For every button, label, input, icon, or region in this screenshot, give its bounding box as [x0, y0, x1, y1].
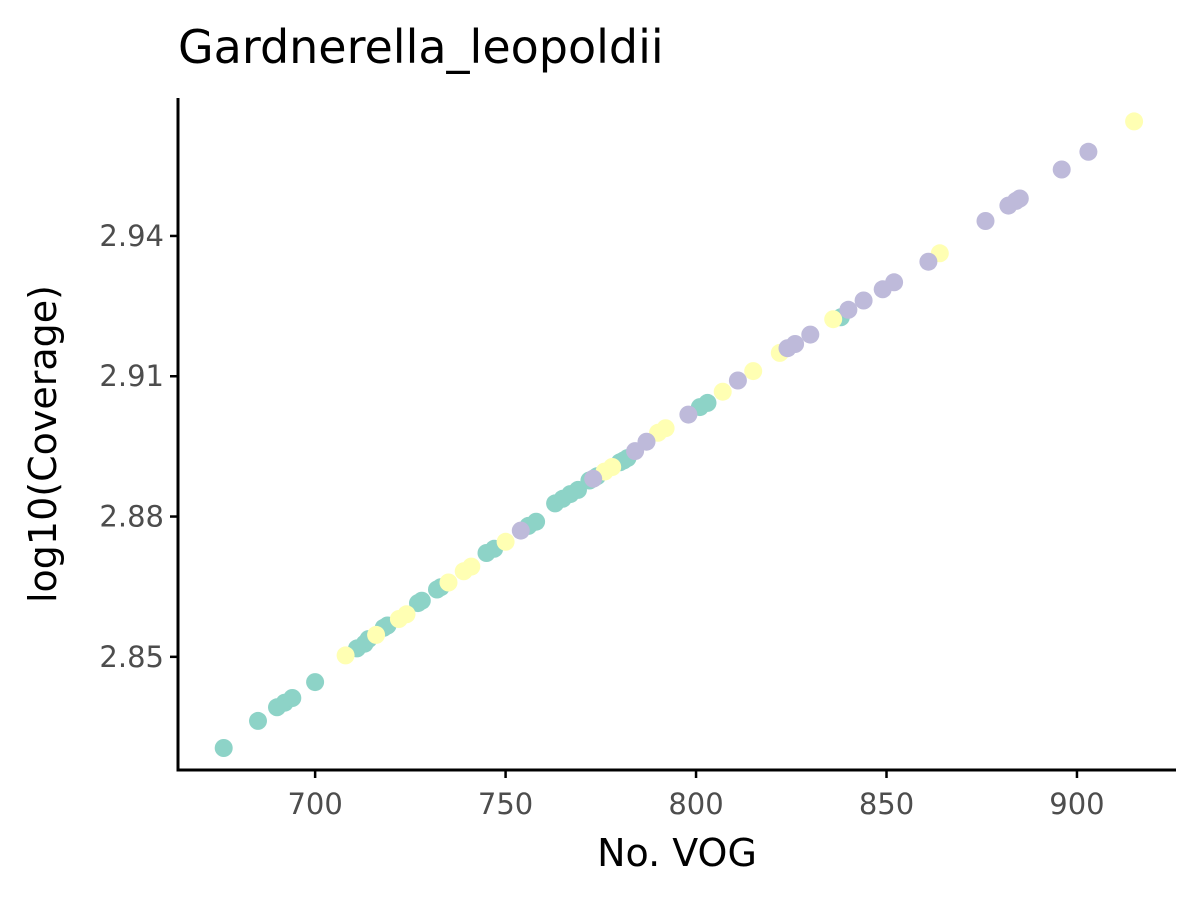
data-point — [656, 419, 675, 438]
data-point — [1052, 160, 1071, 179]
data-point — [839, 300, 858, 319]
y-axis-ticks: 2.85 2.88 2.91 2.94 — [99, 219, 178, 674]
x-tick-label: 800 — [668, 787, 723, 821]
data-point — [214, 739, 233, 757]
data-point — [336, 646, 355, 665]
data-point — [283, 689, 302, 707]
data-point — [527, 512, 546, 531]
data-point — [885, 273, 904, 292]
data-point — [824, 310, 843, 329]
data-point — [744, 362, 763, 381]
data-point — [976, 212, 995, 230]
data-point — [439, 573, 458, 592]
data-point — [801, 325, 820, 344]
data-point — [679, 405, 698, 424]
data-point — [584, 469, 603, 488]
data-point — [1010, 189, 1029, 208]
data-point — [713, 382, 732, 401]
data-point — [728, 371, 747, 390]
data-point — [511, 521, 530, 540]
data-point — [698, 393, 717, 412]
data-point — [1079, 142, 1098, 161]
data-point — [306, 673, 325, 692]
data-point — [603, 458, 622, 476]
y-tick-label: 2.88 — [99, 500, 164, 534]
x-tick-label: 750 — [478, 787, 533, 821]
x-axis-ticks: 700 750 800 850 900 — [287, 770, 1105, 821]
data-point — [854, 291, 873, 310]
x-tick-label: 700 — [287, 787, 342, 821]
data-points — [214, 112, 1144, 757]
data-point — [462, 557, 481, 576]
x-tick-label: 900 — [1049, 787, 1104, 821]
data-point — [1125, 112, 1144, 131]
data-point — [637, 432, 656, 451]
data-point — [786, 335, 805, 353]
y-axis-title: log10(Coverage) — [21, 285, 65, 603]
x-axis-title: No. VOG — [597, 831, 757, 875]
data-point — [367, 625, 386, 644]
data-point — [919, 252, 938, 271]
data-point — [412, 591, 431, 610]
y-tick-label: 2.94 — [99, 219, 164, 253]
data-point — [496, 532, 515, 551]
chart-title: Gardnerella_leopoldii — [178, 20, 664, 74]
x-tick-label: 850 — [859, 787, 914, 821]
y-tick-label: 2.91 — [99, 359, 164, 393]
data-point — [397, 605, 416, 624]
data-point — [249, 711, 267, 730]
y-tick-label: 2.85 — [99, 640, 164, 674]
